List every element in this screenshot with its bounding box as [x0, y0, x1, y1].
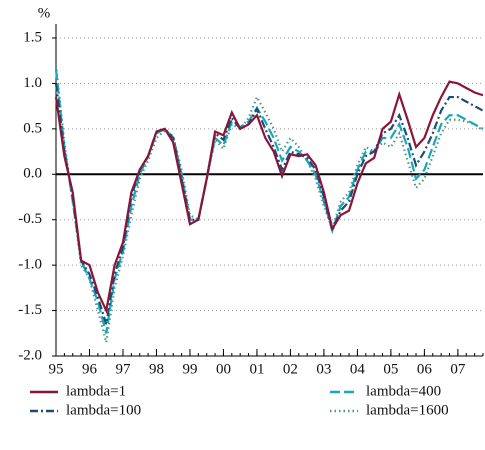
x-tick-label: 01 — [249, 361, 264, 377]
y-tick-label: -1.0 — [18, 257, 42, 273]
x-tick-label: 95 — [49, 361, 64, 377]
x-tick-label: 97 — [115, 361, 131, 377]
y-tick-label: 1.0 — [23, 75, 42, 91]
series-line — [54, 69, 484, 334]
x-tick-label: 99 — [182, 361, 197, 377]
y-tick-label: 1.5 — [23, 29, 42, 45]
y-tick-label: -2.0 — [18, 347, 42, 363]
x-tick-label: 02 — [283, 361, 298, 377]
x-tick-label: 05 — [383, 361, 398, 377]
y-tick-label: -0.5 — [18, 211, 42, 227]
legend-label: lambda=1 — [66, 383, 126, 399]
legend-label: lambda=1600 — [366, 402, 449, 418]
x-tick-label: 03 — [316, 361, 331, 377]
x-tick-label: 06 — [417, 361, 433, 377]
x-tick-label: 96 — [82, 361, 98, 377]
legend-label: lambda=100 — [66, 402, 141, 418]
x-tick-label: 00 — [216, 361, 231, 377]
x-tick-label: 98 — [149, 361, 164, 377]
legend-label: lambda=400 — [366, 383, 441, 399]
y-tick-label: -1.5 — [18, 302, 42, 318]
y-tick-label: 0.5 — [23, 120, 42, 136]
y-axis-unit: % — [38, 5, 51, 21]
series-line — [54, 65, 484, 343]
x-tick-label: 07 — [450, 361, 466, 377]
y-tick-label: 0.0 — [23, 166, 42, 182]
x-tick-label: 04 — [350, 361, 366, 377]
series-line — [54, 80, 484, 315]
